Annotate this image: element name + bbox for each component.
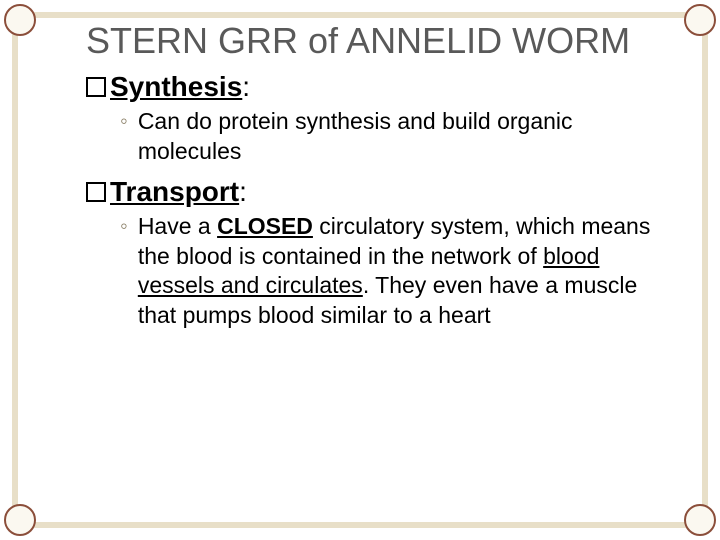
slide: STERN GRR of ANNELID WORM Synthesis: ◦ C… <box>0 0 720 540</box>
corner-ring-icon <box>684 504 716 536</box>
section-body: Have a CLOSED circulatory system, which … <box>138 212 660 330</box>
section-body-row: ◦ Have a CLOSED circulatory system, whic… <box>120 212 660 330</box>
checkbox-icon <box>86 182 106 202</box>
section-synthesis: Synthesis: ◦ Can do protein synthesis an… <box>86 71 660 166</box>
corner-ring-icon <box>4 504 36 536</box>
slide-title: STERN GRR of ANNELID WORM <box>86 20 660 61</box>
checkbox-icon <box>86 77 106 97</box>
sub-bullet-icon: ◦ <box>120 212 128 330</box>
colon: : <box>239 176 247 208</box>
section-transport: Transport: ◦ Have a CLOSED circulatory s… <box>86 176 660 330</box>
corner-ring-icon <box>684 4 716 36</box>
sub-bullet-icon: ◦ <box>120 107 128 166</box>
section-heading: Transport: <box>86 176 660 208</box>
colon: : <box>242 71 250 103</box>
section-body: Can do protein synthesis and build organ… <box>138 107 660 166</box>
content-area: STERN GRR of ANNELID WORM Synthesis: ◦ C… <box>86 20 660 340</box>
section-label: Transport <box>110 176 239 208</box>
section-heading: Synthesis: <box>86 71 660 103</box>
section-body-row: ◦ Can do protein synthesis and build org… <box>120 107 660 166</box>
corner-ring-icon <box>4 4 36 36</box>
section-label: Synthesis <box>110 71 242 103</box>
